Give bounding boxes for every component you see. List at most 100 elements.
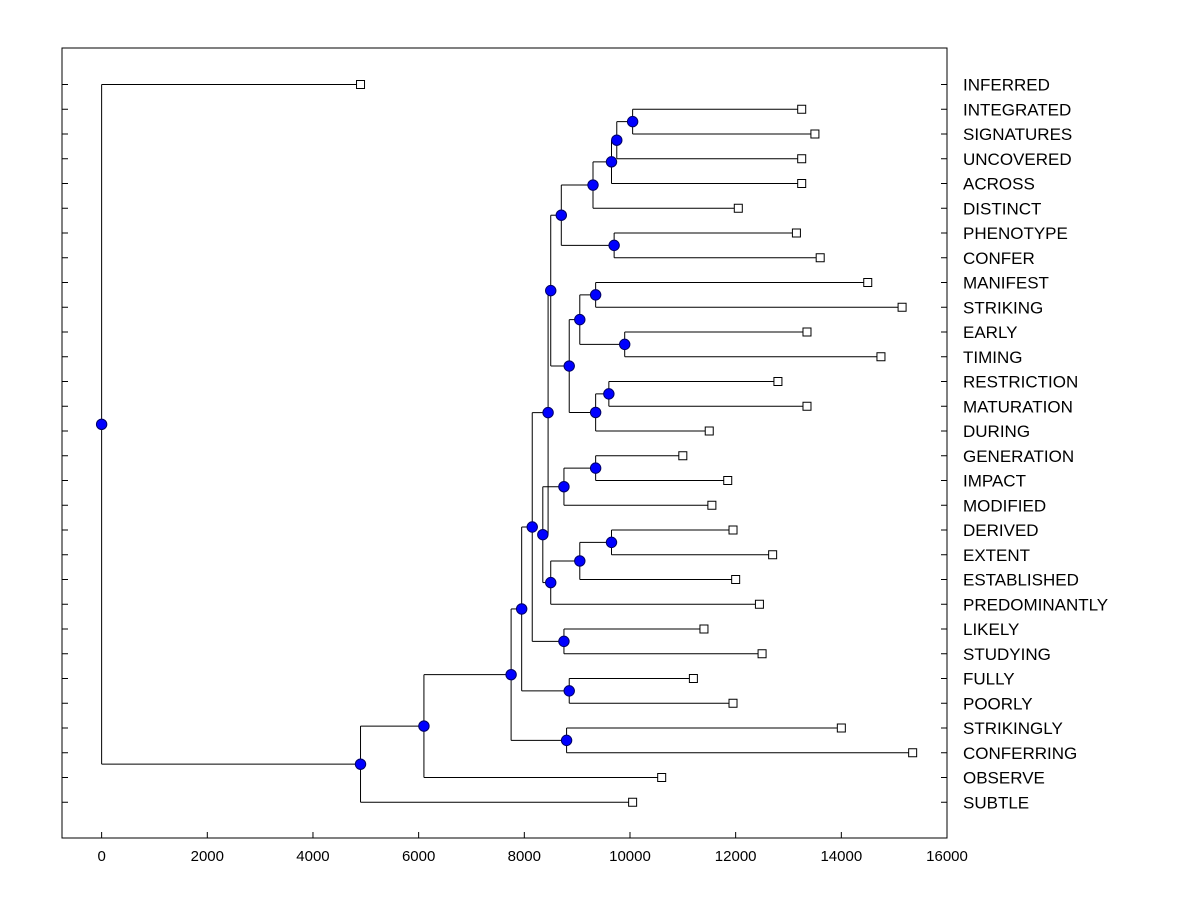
leaf-label: MANIFEST: [963, 274, 1049, 293]
leaf-marker: [797, 154, 807, 164]
merge-node-marker: [605, 536, 618, 549]
x-tick-label: 0: [97, 848, 105, 865]
leaf-label: DURING: [963, 422, 1030, 441]
merge-node-marker: [505, 668, 517, 681]
leaf-marker: [797, 179, 807, 188]
leaf-marker: [678, 451, 688, 461]
merge-node-marker: [515, 603, 528, 615]
leaf-label: PREDOMINANTLY: [963, 595, 1108, 614]
leaf-label: SUBTLE: [963, 793, 1029, 812]
leaf-marker: [657, 773, 667, 782]
leaf-marker: [356, 80, 366, 89]
merge-node-marker: [95, 418, 108, 431]
merge-node-marker: [587, 179, 599, 191]
x-tick-label: 6000: [402, 848, 435, 865]
leaf-label: LIKELY: [963, 620, 1019, 639]
merge-node-marker: [563, 685, 575, 697]
leaf-marker: [797, 104, 807, 114]
merge-node-marker: [626, 115, 639, 128]
merge-node-marker: [526, 521, 538, 533]
leaf-marker: [897, 302, 907, 312]
leaf-marker: [723, 476, 733, 485]
x-tick-label: 12000: [715, 848, 757, 865]
leaf-label: OBSERVE: [963, 769, 1045, 788]
leaf-label: ESTABLISHED: [963, 571, 1079, 590]
leaf-marker: [836, 723, 846, 733]
merge-node-marker: [589, 462, 602, 474]
merge-node-marker: [545, 284, 557, 297]
leaf-marker: [731, 575, 741, 584]
x-tick-label: 2000: [191, 848, 224, 865]
leaf-label: INTEGRATED: [963, 100, 1071, 119]
merge-node-marker: [545, 576, 557, 589]
leaf-label: STRIKINGLY: [963, 719, 1063, 738]
leaf-label: RESTRICTION: [963, 373, 1078, 392]
leaf-marker: [791, 228, 801, 238]
merge-node-marker: [558, 480, 570, 493]
leaf-marker: [707, 500, 717, 510]
leaf-label: STUDYING: [963, 645, 1051, 664]
x-tick-label: 10000: [609, 848, 651, 865]
x-tick-label: 14000: [820, 848, 862, 865]
merge-node-marker: [560, 734, 573, 747]
leaf-marker: [863, 278, 873, 287]
merge-node-marker: [558, 635, 570, 648]
merge-node-marker: [603, 388, 615, 400]
x-tick-label: 4000: [296, 848, 329, 865]
x-tick-label: 8000: [508, 848, 541, 865]
merge-node-marker: [418, 720, 430, 732]
leaf-marker: [688, 674, 698, 683]
leaf-marker: [754, 599, 764, 609]
leaf-label: TIMING: [963, 348, 1023, 367]
leaf-marker: [728, 698, 738, 708]
leaf-label: UNCOVERED: [963, 150, 1072, 169]
dendrogram-links-group: [101, 84, 913, 803]
x-axis-group: 0 2000 4000 6000 8000 10000 12000 14000 16000: [97, 832, 968, 865]
merge-node-marker: [619, 338, 631, 351]
merge-node-marker: [589, 289, 602, 301]
leaf-label: MODIFIED: [963, 496, 1046, 515]
merge-node-marker: [537, 528, 549, 541]
merge-node-marker: [611, 134, 623, 146]
leaf-marker: [733, 203, 743, 213]
leaf-marker: [810, 129, 820, 139]
leaf-label: IMPACT: [963, 472, 1026, 491]
leaf-label: CONFER: [963, 249, 1035, 268]
leaf-label: FULLY: [963, 670, 1015, 689]
leaf-label: POORLY: [963, 694, 1033, 713]
leaf-label: EARLY: [963, 323, 1018, 342]
leaf-marker: [628, 797, 638, 807]
leaf-marker: [699, 624, 709, 634]
leaf-label: DISTINCT: [963, 199, 1041, 218]
merge-node-marker: [608, 239, 620, 252]
leaf-marker: [728, 525, 738, 535]
leaf-marker: [876, 352, 886, 362]
leaf-label: ACROSS: [963, 175, 1035, 194]
leaf-labels-group: INFERRED INTEGRATED SIGNATURES UNCOVERED ACR…: [963, 76, 1108, 813]
merge-node-marker: [542, 406, 554, 419]
x-tick-label: 16000: [926, 848, 968, 865]
plot-frame-group: [61, 47, 948, 839]
merge-nodes-group: [95, 115, 639, 770]
plot-frame: [61, 47, 948, 839]
merge-node-marker: [563, 360, 575, 372]
leaf-label: PHENOTYPE: [963, 224, 1068, 243]
merge-node-marker: [574, 555, 586, 567]
leaf-label: DERIVED: [963, 521, 1039, 540]
leaf-marker: [802, 327, 812, 337]
leaf-marker: [815, 253, 825, 263]
leaf-markers-group: [356, 80, 918, 807]
leaf-marker: [757, 649, 767, 659]
leaf-label: MATURATION: [963, 397, 1073, 416]
leaf-marker: [768, 550, 778, 560]
leaf-label: INFERRED: [963, 76, 1050, 95]
leaf-label: CONFERRING: [963, 744, 1077, 763]
leaf-marker: [704, 426, 714, 436]
merge-node-marker: [589, 406, 602, 419]
leaf-marker: [908, 748, 918, 758]
merge-node-marker: [354, 758, 367, 770]
merge-node-marker: [574, 313, 586, 326]
leaf-label: GENERATION: [963, 447, 1074, 466]
